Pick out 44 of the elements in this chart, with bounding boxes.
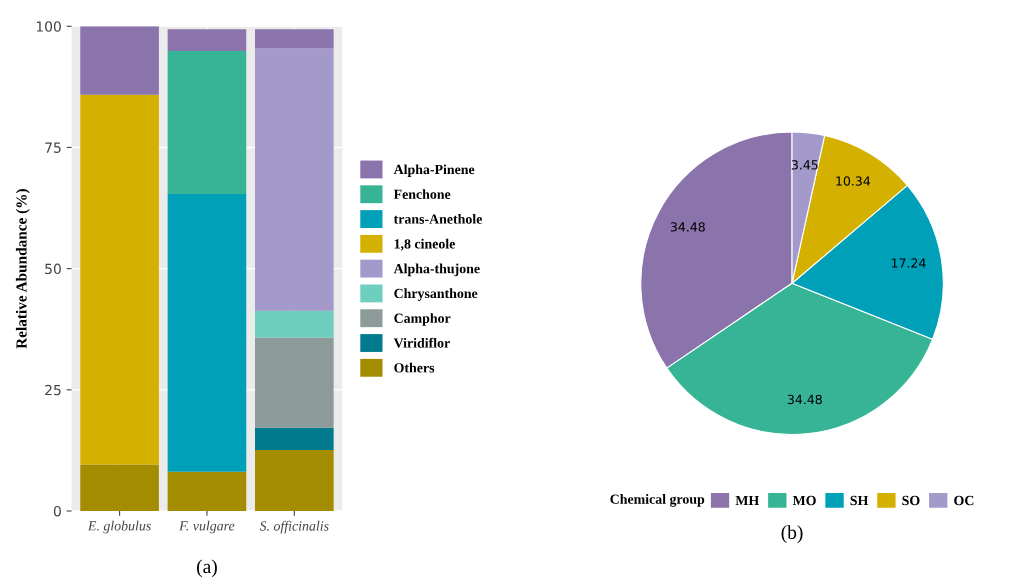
data-label: 10.34 [836, 176, 871, 186]
legend-label: MH [735, 495, 760, 506]
data-label: 17.24 [891, 258, 926, 268]
legend-label: Alpha-thujone [393, 263, 480, 277]
legend-label: 1,8 cineole [394, 238, 455, 251]
data-label: 34.48 [670, 222, 705, 232]
legend-title: Chemical group [610, 494, 705, 507]
y-tick-label: 100 [36, 21, 61, 32]
x-tick-label: F. vulgare [179, 520, 235, 534]
y-tick-label: 25 [45, 384, 61, 396]
bar [255, 337, 334, 428]
text: (b) [781, 525, 803, 543]
bar [255, 427, 334, 450]
legend-label: MO [792, 495, 816, 506]
x-tick-label: S. officinalis [259, 520, 329, 534]
bar [167, 51, 247, 194]
bar [167, 471, 247, 511]
bar [255, 310, 334, 338]
legend-label: Viridiflor [393, 337, 450, 348]
data-label: 34.48 [787, 394, 822, 405]
legend-label: trans-Anethole [393, 213, 482, 224]
bar [255, 29, 334, 49]
legend-label: Fenchone [393, 189, 451, 199]
legend-label: Others [394, 362, 435, 373]
legend-label: SH [850, 495, 869, 506]
bar [167, 29, 247, 51]
bar [80, 464, 159, 511]
y-tick-label: 0 [53, 505, 61, 517]
bar [80, 26, 159, 95]
legend-label: OC [954, 495, 974, 506]
bar [80, 94, 159, 465]
legend-label: SO [902, 495, 920, 506]
y-tick-label: 50 [45, 263, 61, 275]
text: (a) [197, 559, 217, 578]
bar [255, 449, 334, 511]
legend-label: Camphor [394, 313, 451, 326]
legend-label: Alpha-Pinene [393, 164, 475, 177]
y-tick-label: 75 [45, 142, 61, 153]
bar [255, 48, 334, 311]
x-tick-label: E. globulus [87, 520, 151, 534]
bar [167, 193, 247, 472]
y-axis-title: Relative Abundance (%) [15, 189, 30, 349]
legend-label: Chrysanthone [394, 288, 478, 301]
data-label: 3.45 [791, 160, 818, 170]
